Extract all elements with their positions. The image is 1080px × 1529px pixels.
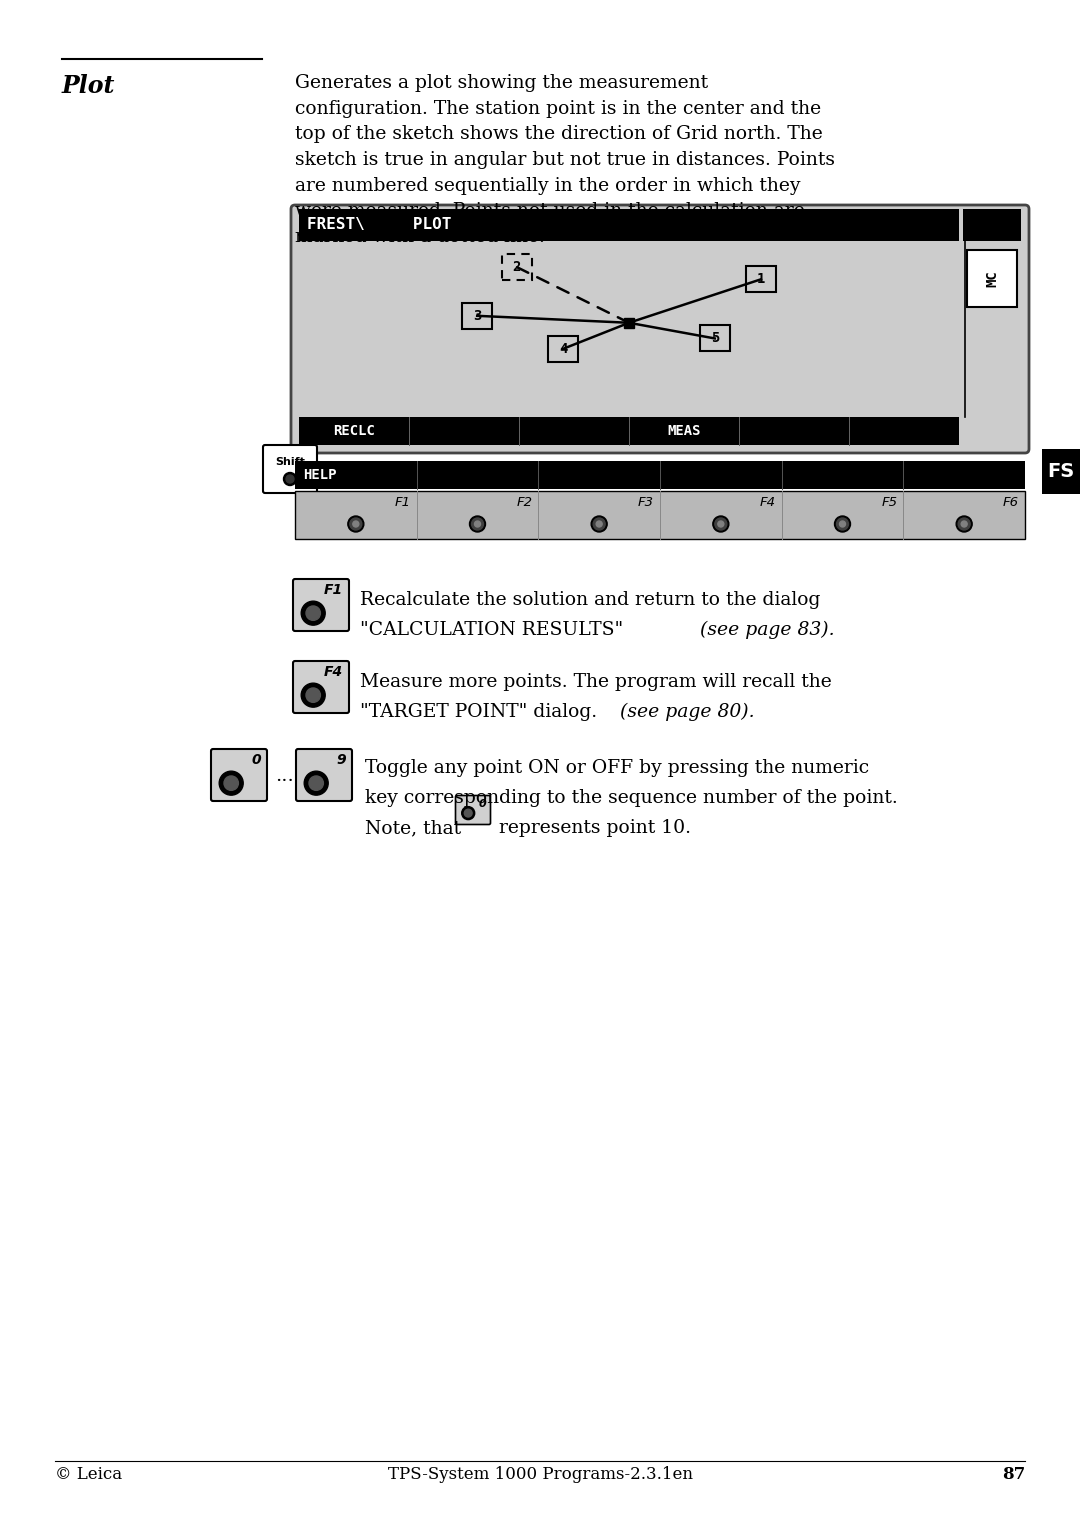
Circle shape: [591, 515, 607, 532]
Text: HELP: HELP: [303, 468, 337, 482]
Circle shape: [839, 521, 846, 528]
Circle shape: [464, 809, 472, 816]
Circle shape: [956, 515, 972, 532]
Circle shape: [961, 521, 968, 528]
Circle shape: [715, 518, 727, 531]
Bar: [295, 462, 1025, 489]
Circle shape: [837, 518, 849, 531]
Text: F1: F1: [394, 495, 410, 509]
FancyBboxPatch shape: [264, 445, 318, 492]
Bar: [299, 417, 959, 445]
Text: F3: F3: [638, 495, 654, 509]
Circle shape: [593, 518, 605, 531]
Circle shape: [835, 515, 851, 532]
Text: 2: 2: [513, 260, 521, 274]
Text: TPS-System 1000 Programs-2.3.1en: TPS-System 1000 Programs-2.3.1en: [388, 1466, 692, 1483]
Circle shape: [353, 521, 359, 528]
FancyBboxPatch shape: [746, 266, 777, 292]
FancyBboxPatch shape: [967, 251, 1017, 307]
Text: 0: 0: [252, 752, 261, 768]
Circle shape: [350, 518, 362, 531]
Text: 0: 0: [478, 800, 486, 809]
Text: Toggle any point ON or OFF by pressing the numeric: Toggle any point ON or OFF by pressing t…: [365, 758, 869, 777]
Text: ...: ...: [275, 768, 294, 784]
FancyBboxPatch shape: [462, 303, 492, 329]
Bar: [295, 491, 1025, 540]
FancyBboxPatch shape: [548, 336, 578, 362]
FancyBboxPatch shape: [293, 579, 349, 631]
Text: © Leica: © Leica: [55, 1466, 122, 1483]
Circle shape: [301, 683, 325, 706]
Text: F2: F2: [516, 495, 532, 509]
Text: 5: 5: [711, 332, 719, 346]
Circle shape: [474, 521, 481, 528]
Text: Recalculate the solution and return to the dialog: Recalculate the solution and return to t…: [360, 592, 821, 609]
Text: (see page 80).: (see page 80).: [620, 703, 755, 722]
Text: key corresponding to the sequence number of the point.: key corresponding to the sequence number…: [365, 789, 897, 807]
FancyBboxPatch shape: [211, 749, 267, 801]
Text: FS: FS: [1048, 462, 1075, 482]
Text: 1: 1: [757, 272, 766, 286]
Text: F4: F4: [324, 665, 343, 679]
Circle shape: [306, 688, 321, 702]
Text: F1: F1: [324, 583, 343, 596]
Text: F5: F5: [881, 495, 897, 509]
Circle shape: [472, 518, 484, 531]
Circle shape: [718, 521, 724, 528]
Text: RECLC: RECLC: [333, 424, 375, 437]
Text: F4: F4: [759, 495, 775, 509]
Text: 9: 9: [336, 752, 346, 768]
FancyBboxPatch shape: [296, 749, 352, 801]
Text: Note, that: Note, that: [365, 820, 468, 836]
Circle shape: [713, 515, 729, 532]
Circle shape: [301, 601, 325, 625]
Text: 14:03: 14:03: [907, 217, 955, 232]
FancyBboxPatch shape: [456, 795, 490, 824]
Bar: [963, 209, 1021, 242]
Text: 3: 3: [473, 309, 482, 323]
FancyBboxPatch shape: [293, 661, 349, 713]
Circle shape: [470, 515, 486, 532]
Text: F6: F6: [1003, 495, 1020, 509]
Text: MC: MC: [985, 271, 999, 287]
Circle shape: [219, 771, 243, 795]
Bar: [1042, 450, 1080, 494]
FancyBboxPatch shape: [700, 326, 730, 352]
Text: FREST\     PLOT: FREST\ PLOT: [307, 217, 451, 232]
Text: (see page 83).: (see page 83).: [700, 621, 835, 639]
Text: MEAS: MEAS: [667, 424, 701, 437]
Text: "TARGET POINT" dialog.: "TARGET POINT" dialog.: [360, 703, 603, 722]
Circle shape: [348, 515, 364, 532]
Text: Plot: Plot: [62, 73, 116, 98]
Circle shape: [958, 518, 970, 531]
Circle shape: [306, 605, 321, 621]
Circle shape: [286, 476, 294, 483]
FancyBboxPatch shape: [502, 254, 531, 280]
Circle shape: [596, 521, 603, 528]
Text: represents point 10.: represents point 10.: [492, 820, 691, 836]
Circle shape: [309, 775, 323, 790]
Text: 4: 4: [558, 342, 567, 356]
Circle shape: [462, 807, 475, 820]
Circle shape: [305, 771, 328, 795]
Text: Shift: Shift: [275, 457, 305, 466]
Bar: [299, 209, 959, 242]
Circle shape: [224, 775, 239, 790]
Text: "CALCULATION RESULTS": "CALCULATION RESULTS": [360, 621, 630, 639]
Circle shape: [283, 472, 297, 486]
Text: Generates a plot showing the measurement
configuration. The station point is in : Generates a plot showing the measurement…: [295, 73, 835, 246]
FancyBboxPatch shape: [291, 205, 1029, 453]
Text: Measure more points. The program will recall the: Measure more points. The program will re…: [360, 673, 832, 691]
Text: 87: 87: [1002, 1466, 1025, 1483]
